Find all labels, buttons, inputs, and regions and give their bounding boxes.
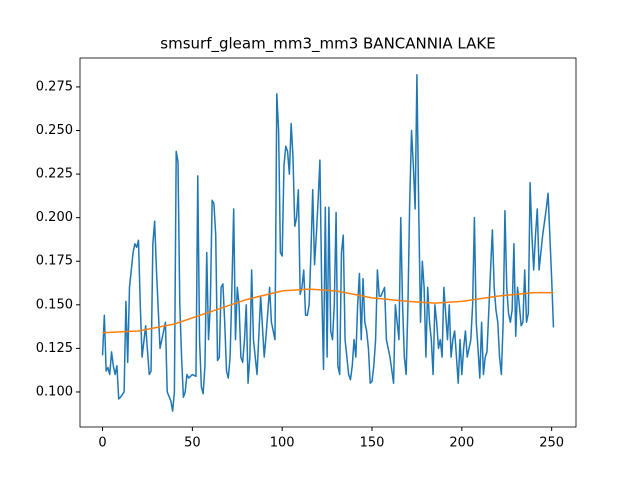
x-tick-label: 150 [360, 436, 385, 451]
y-tick-label: 0.275 [36, 79, 73, 94]
y-tick-label: 0.100 [36, 384, 73, 399]
y-tick-label: 0.175 [36, 254, 73, 269]
line-series [101, 73, 555, 412]
plot-frame [79, 57, 577, 428]
x-tick-label: 50 [184, 436, 201, 451]
y-tick-label: 0.200 [36, 210, 73, 225]
y-tick-label: 0.225 [36, 167, 73, 182]
y-tick-label: 0.250 [36, 123, 73, 138]
y-tick-label: 0.150 [36, 297, 73, 312]
x-tick-label: 200 [449, 436, 474, 451]
chart-title: smsurf_gleam_mm3_mm3 BANCANNIA LAKE [160, 35, 495, 54]
x-tick-label: 0 [98, 436, 106, 451]
x-tick-label: 250 [539, 436, 564, 451]
y-tick-label: 0.125 [36, 341, 73, 356]
line-series [102, 288, 554, 334]
x-tick-label: 100 [270, 436, 295, 451]
